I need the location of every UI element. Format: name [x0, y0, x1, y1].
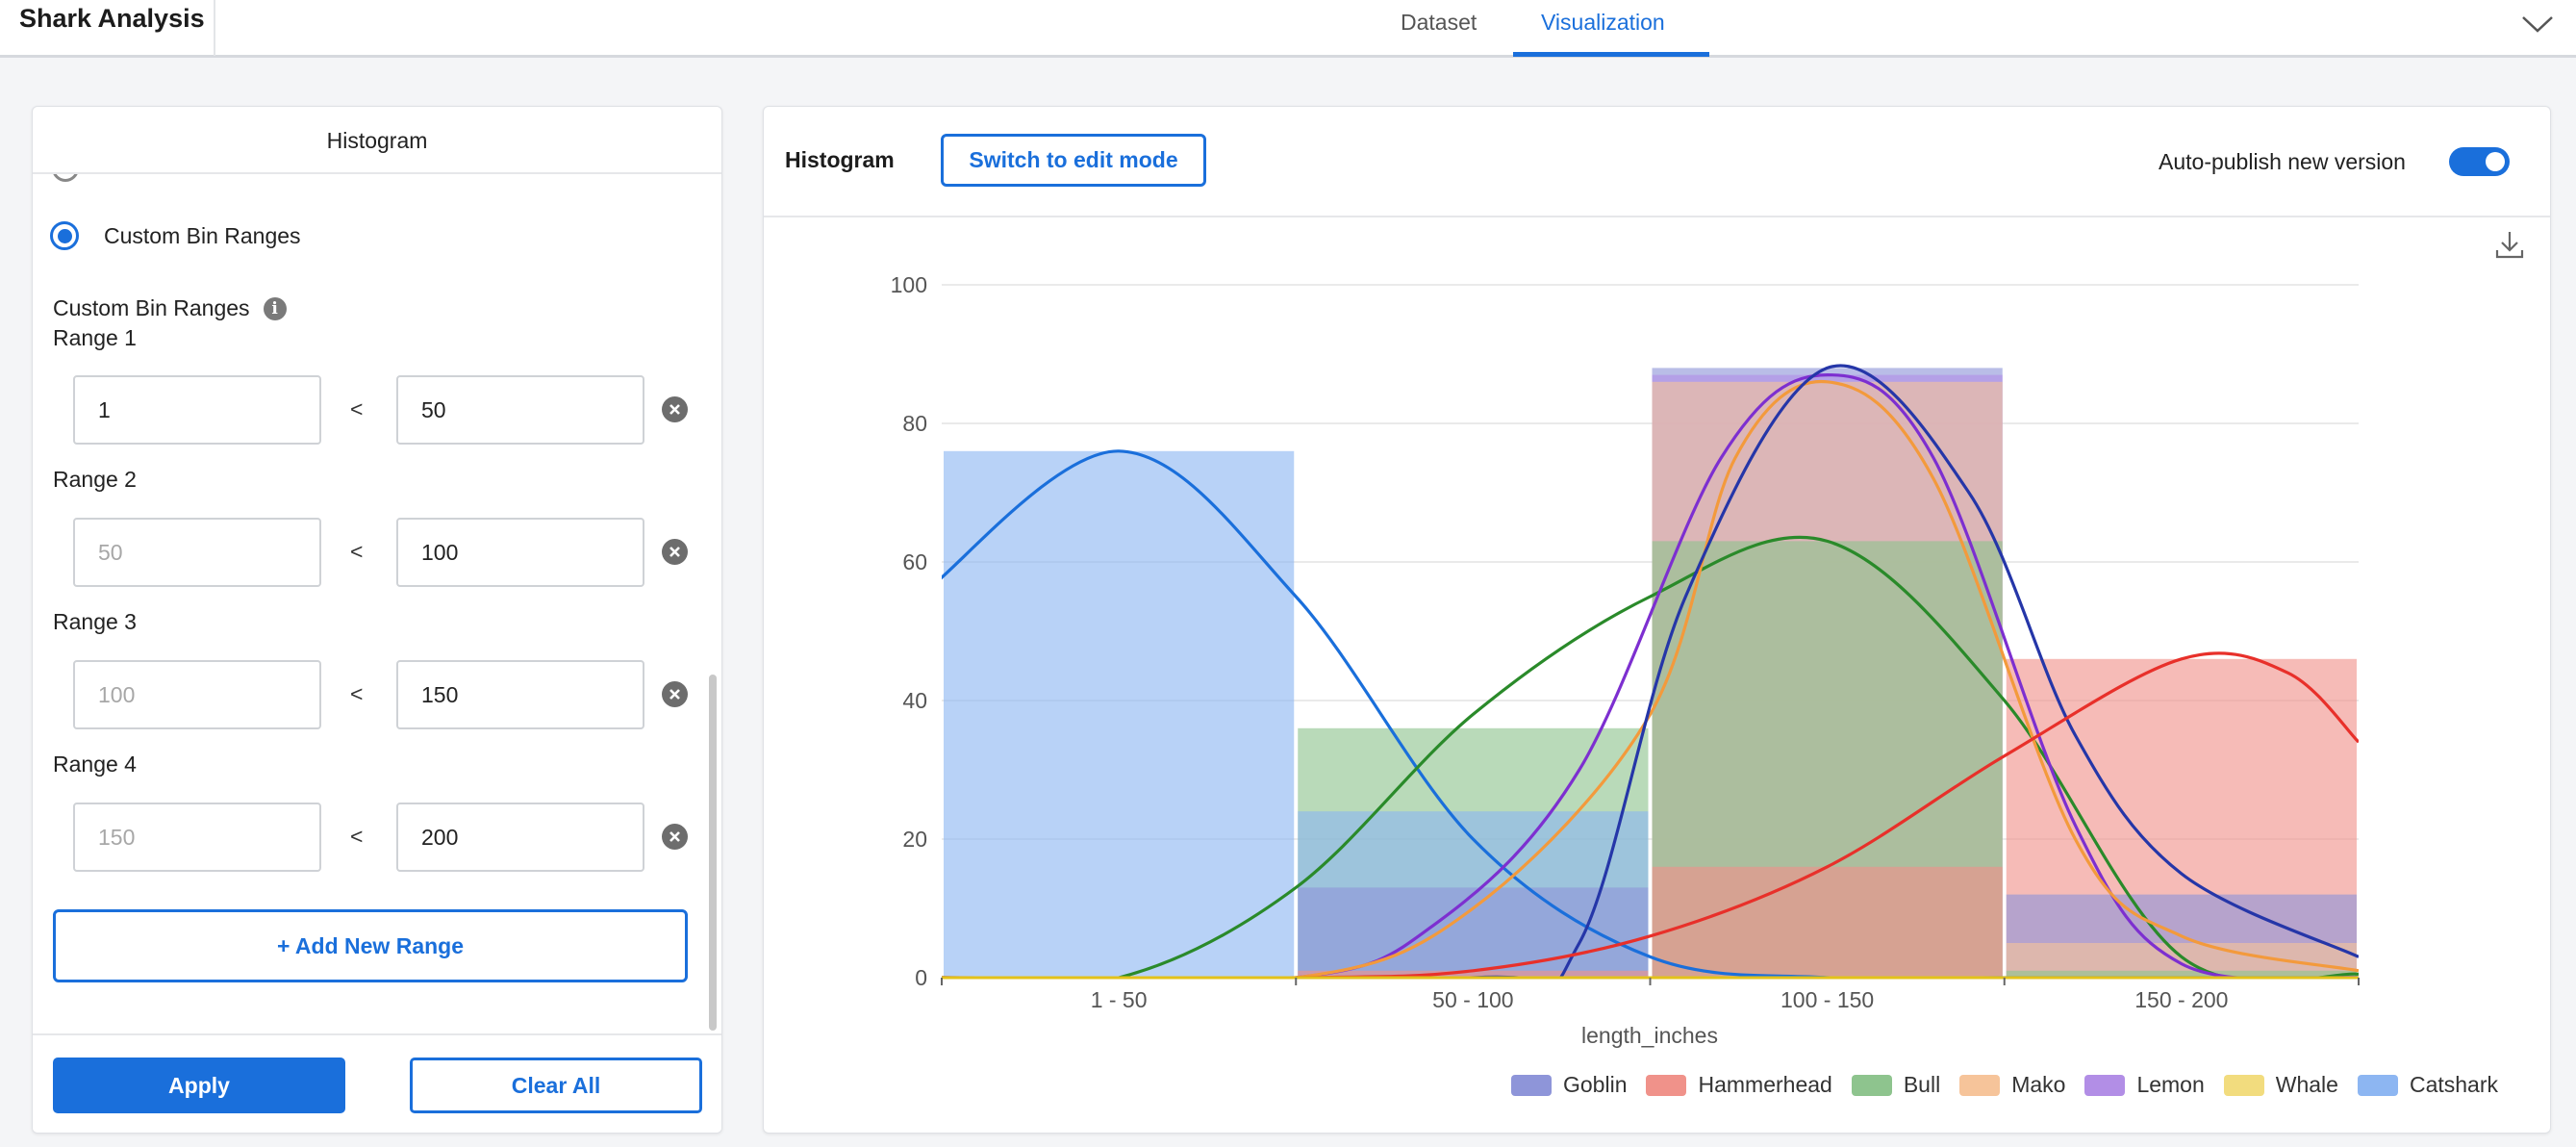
remove-range-4-icon[interactable] [662, 824, 688, 850]
curve-hammerhead [942, 651, 2359, 978]
range-2-title: Range 2 [53, 467, 137, 492]
legend-item-whale[interactable]: Whale [2223, 1072, 2338, 1098]
range-3-title: Range 3 [53, 609, 137, 634]
bar-hammerhead-2[interactable] [1652, 866, 2003, 978]
curve-catshark [942, 449, 2359, 978]
y-tick-label: 20 [902, 827, 927, 852]
legend-swatch [2084, 1074, 2126, 1096]
legend-item-catshark[interactable]: Catshark [2357, 1072, 2499, 1098]
legend-swatch [2223, 1074, 2264, 1096]
remove-range-2-icon[interactable] [662, 539, 688, 565]
top-bar: Shark Analysis Dataset Visualization [0, 0, 2576, 58]
remove-range-3-icon[interactable] [662, 681, 688, 707]
legend-label: Whale [2275, 1072, 2338, 1097]
legend-item-bull[interactable]: Bull [1851, 1072, 1941, 1098]
info-icon[interactable]: i [263, 296, 287, 320]
range-4-title: Range 4 [53, 752, 137, 777]
auto-publish-label: Auto-publish new version [2159, 149, 2406, 174]
chart-panel-title: Histogram [785, 147, 895, 172]
legend-label: Lemon [2136, 1072, 2205, 1097]
tab-dataset[interactable]: Dataset [1401, 10, 1477, 35]
axes: 0 20 40 60 80 100 1 - 50 50 - 100 100 - 150 150 -… [891, 272, 2360, 1012]
legend-label: Goblin [1563, 1072, 1628, 1097]
tab-visualization[interactable]: Visualization [1541, 10, 1665, 35]
legend-label: Mako [2011, 1072, 2066, 1097]
curve-bull [942, 535, 2359, 978]
radio-label: Custom Bin Ranges [104, 222, 301, 248]
legend-swatch [2357, 1074, 2398, 1096]
chart-legend: Goblin Hammerhead Bull Mako Lemon Whale Catsha… [1511, 1072, 2517, 1098]
y-tick-label: 40 [902, 688, 927, 713]
y-tick-label: 100 [891, 272, 927, 297]
legend-swatch [1646, 1074, 1687, 1096]
x-axis-label: length_inches [1581, 1023, 1718, 1048]
legend-swatch [1851, 1074, 1892, 1096]
less-than-symbol: < [350, 539, 364, 564]
x-tick-label: 50 - 100 [1432, 987, 1513, 1012]
curve-goblin [942, 364, 2359, 978]
density-curves [942, 364, 2359, 978]
y-tick-label: 60 [902, 549, 927, 574]
legend-label: Hammerhead [1698, 1072, 1832, 1097]
auto-publish-toggle[interactable] [2449, 147, 2510, 176]
y-tick-label: 80 [902, 411, 927, 436]
scrollbar[interactable] [709, 675, 717, 1031]
add-new-range-button[interactable]: + Add New Range [53, 909, 688, 982]
apply-button[interactable]: Apply [53, 1058, 345, 1113]
legend-item-mako[interactable]: Mako [1959, 1072, 2065, 1098]
range-1-title: Range 1 [53, 325, 137, 350]
x-tick-label: 100 - 150 [1780, 987, 1874, 1012]
panel-title: Histogram [33, 107, 721, 174]
section-label-text: Custom Bin Ranges [53, 295, 250, 320]
remove-range-1-icon[interactable] [662, 396, 688, 422]
legend-swatch [1511, 1074, 1552, 1096]
range-1-lower-input[interactable]: 1 [73, 375, 321, 445]
custom-bin-ranges-label: Custom Bin Ranges i [53, 295, 287, 321]
legend-item-hammerhead[interactable]: Hammerhead [1646, 1072, 1832, 1098]
app-title: Shark Analysis [19, 4, 205, 33]
range-2-lower-input[interactable]: 50 [73, 518, 321, 587]
less-than-symbol: < [350, 824, 364, 849]
legend-item-goblin[interactable]: Goblin [1511, 1072, 1627, 1098]
range-4-upper-input[interactable]: 200 [396, 803, 644, 872]
visualization-panel: Histogram Switch to edit mode Auto-publi… [763, 106, 2551, 1134]
radio-custom-bin-ranges[interactable]: Custom Bin Ranges [50, 221, 301, 250]
download-icon[interactable] [2493, 228, 2526, 261]
divider [214, 0, 215, 56]
switch-to-edit-mode-button[interactable]: Switch to edit mode [941, 134, 1206, 187]
histogram-settings-panel: Histogram Custom Bin Ranges Custom Bin R… [32, 106, 722, 1134]
active-tab-indicator [1513, 52, 1709, 57]
range-3-upper-input[interactable]: 150 [396, 660, 644, 729]
clear-all-button[interactable]: Clear All [410, 1058, 702, 1113]
x-tick-label: 150 - 200 [2134, 987, 2228, 1012]
legend-label: Bull [1903, 1072, 1941, 1097]
legend-swatch [1959, 1074, 2001, 1096]
less-than-symbol: < [350, 396, 364, 421]
chevron-down-icon[interactable] [2520, 10, 2555, 38]
range-2-upper-input[interactable]: 100 [396, 518, 644, 587]
bar-goblin-1[interactable] [1298, 887, 1649, 978]
range-3-lower-input[interactable]: 100 [73, 660, 321, 729]
x-tick-label: 1 - 50 [1091, 987, 1148, 1012]
visualization-header: Histogram Switch to edit mode Auto-publi… [764, 107, 2550, 217]
range-4-lower-input[interactable]: 150 [73, 803, 321, 872]
radio-selected-icon [50, 221, 79, 250]
panel-footer: Apply Clear All [33, 1033, 721, 1133]
bar-catshark-0[interactable] [944, 450, 1295, 978]
legend-label: Catshark [2409, 1072, 2499, 1097]
histogram-chart: 0 20 40 60 80 100 1 - 50 50 - 100 100 - 150 150 -… [891, 272, 2360, 1048]
range-1-upper-input[interactable]: 50 [396, 375, 644, 445]
curve-mako [942, 379, 2359, 978]
less-than-symbol: < [350, 681, 364, 706]
legend-item-lemon[interactable]: Lemon [2084, 1072, 2205, 1098]
bar-hammerhead-1[interactable] [1298, 970, 1649, 978]
y-tick-label: 0 [915, 965, 927, 990]
bar-bull-3[interactable] [2006, 970, 2357, 978]
